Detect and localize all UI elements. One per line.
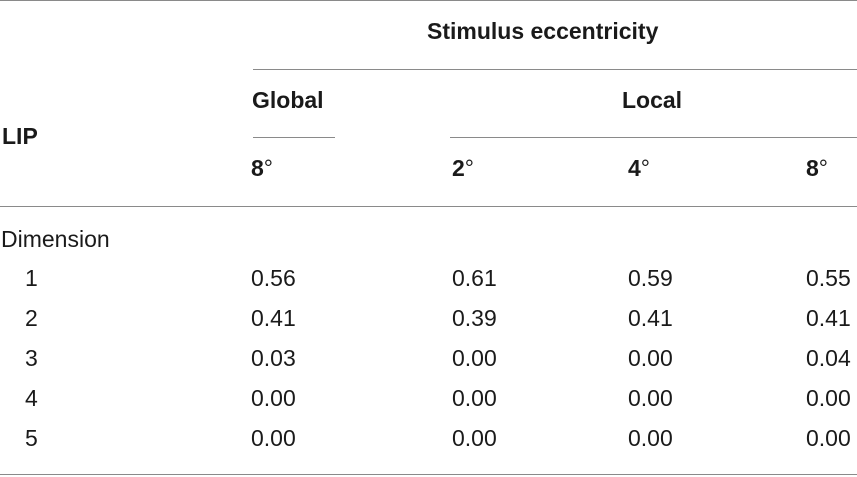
global-group-rule (253, 137, 335, 138)
table-cell: 0.00 (251, 425, 296, 451)
table-cell: 0.00 (628, 345, 673, 371)
degree-unit: ° (640, 155, 650, 181)
column-value: 8 (251, 155, 264, 181)
degree-unit: ° (263, 155, 273, 181)
table-cell: 0.55 (806, 265, 851, 291)
row-label: 3 (25, 345, 38, 371)
table-cell: 0.59 (628, 265, 673, 291)
column-value: 4 (628, 155, 641, 181)
header-bottom-rule (0, 206, 857, 207)
table-cell: 0.41 (806, 305, 851, 331)
column-header-global-8: 8° (251, 157, 273, 180)
group-header-global: Global (252, 87, 324, 113)
spanner-header: Stimulus eccentricity (427, 18, 659, 44)
table-cell: 0.56 (251, 265, 296, 291)
column-value: 8 (806, 155, 819, 181)
table-cell: 0.00 (806, 385, 851, 411)
table-cell: 0.04 (806, 345, 851, 371)
spanner-rule (253, 69, 857, 70)
local-group-rule (450, 137, 857, 138)
degree-unit: ° (464, 155, 474, 181)
table-cell: 0.39 (452, 305, 497, 331)
row-label: 4 (25, 385, 38, 411)
table-cell: 0.00 (452, 425, 497, 451)
table-cell: 0.61 (452, 265, 497, 291)
row-label: 1 (25, 265, 38, 291)
column-header-local-8: 8° (806, 157, 828, 180)
section-label-dimension: Dimension (1, 226, 110, 252)
group-header-local: Local (622, 87, 683, 113)
stub-header: LIP (2, 123, 38, 149)
column-value: 2 (452, 155, 465, 181)
table-cell: 0.41 (628, 305, 673, 331)
table-cell: 0.00 (628, 385, 673, 411)
table-cell: 0.00 (628, 425, 673, 451)
table-cell: 0.00 (452, 385, 497, 411)
row-label: 2 (25, 305, 38, 331)
table-cell: 0.03 (251, 345, 296, 371)
table-cell: 0.41 (251, 305, 296, 331)
table-cell: 0.00 (806, 425, 851, 451)
column-header-local-4: 4° (628, 157, 650, 180)
degree-unit: ° (818, 155, 828, 181)
bottom-rule (0, 474, 857, 475)
column-header-local-2: 2° (452, 157, 474, 180)
table-cell: 0.00 (251, 385, 296, 411)
table-cell: 0.00 (452, 345, 497, 371)
row-label: 5 (25, 425, 38, 451)
top-rule (0, 0, 857, 1)
